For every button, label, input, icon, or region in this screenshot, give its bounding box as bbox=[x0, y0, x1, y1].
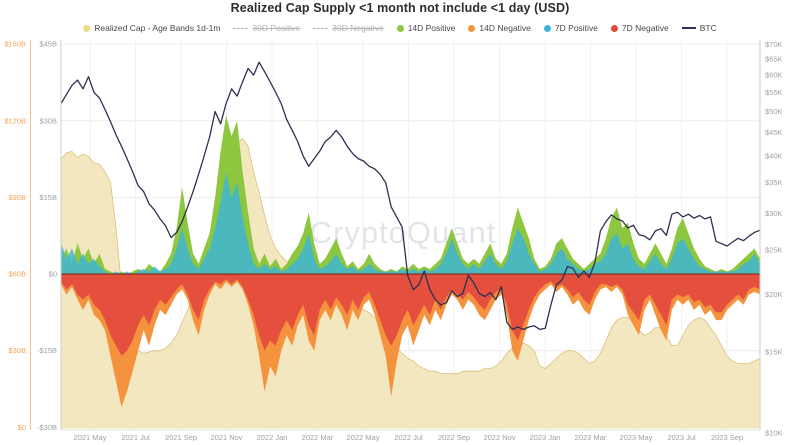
realized-cap-edge bbox=[60, 137, 761, 375]
x-axis-label: 2022 Sep bbox=[438, 433, 470, 442]
right-axis-label: $50K bbox=[765, 107, 783, 116]
x-axis-label: 2022 May bbox=[347, 433, 380, 442]
legend-label: 14D Negative bbox=[479, 23, 531, 33]
x-axis-label: 2021 Nov bbox=[210, 433, 242, 442]
right-axis-label: $45K bbox=[765, 128, 783, 137]
legend-item-14d-positive[interactable]: 14D Positive bbox=[396, 23, 456, 33]
x-axis-label: 2023 Sep bbox=[711, 433, 743, 442]
pos-14d-area bbox=[61, 115, 760, 275]
right-axis-label: $60K bbox=[765, 71, 783, 80]
left-outer-axis-label: $150B bbox=[4, 40, 26, 49]
x-axis-label: 2022 Jan bbox=[257, 433, 288, 442]
line-swatch-icon bbox=[681, 27, 696, 29]
left-inner-axis-label: $45B bbox=[39, 40, 57, 49]
legend-item-realized-cap-age-bands-1d-1m[interactable]: Realized Cap - Age Bands 1d-1m bbox=[83, 23, 220, 33]
left-inner-axis-label: $30B bbox=[39, 116, 57, 125]
dot-swatch-icon bbox=[543, 24, 551, 32]
neg-14d-area bbox=[61, 274, 760, 407]
left-outer-axis-label: $0 bbox=[18, 423, 26, 432]
x-axis-label: 2023 Jul bbox=[667, 433, 696, 442]
right-axis-label: $35K bbox=[765, 178, 783, 187]
right-axis-label: $65K bbox=[765, 55, 783, 64]
pos-7d-area bbox=[61, 171, 760, 275]
legend-item-7d-negative[interactable]: 7D Negative bbox=[610, 23, 669, 33]
dashed-line-icon bbox=[313, 27, 329, 29]
right-axis-label: $25K bbox=[765, 245, 783, 254]
x-axis-label: 2022 Jul bbox=[394, 433, 423, 442]
x-axis-label: 2022 Nov bbox=[483, 433, 515, 442]
neg-7d-area bbox=[61, 274, 760, 356]
chart-title: Realized Cap Supply <1 month not include… bbox=[230, 1, 570, 15]
left-outer-axis-label: $30B bbox=[8, 346, 26, 355]
x-axis-label: 2023 Mar bbox=[575, 433, 607, 442]
x-axis-label: 2023 Jan bbox=[530, 433, 561, 442]
legend-item-14d-negative[interactable]: 14D Negative bbox=[468, 23, 531, 33]
legend: Realized Cap - Age Bands 1d-1m 30D Positi… bbox=[0, 23, 800, 33]
x-axis-label: 2021 Jul bbox=[121, 433, 150, 442]
x-axis-label: 2021 May bbox=[74, 433, 107, 442]
dot-swatch-icon bbox=[396, 24, 404, 32]
btc-price-line bbox=[60, 61, 761, 331]
left-inner-axis-label: $0 bbox=[49, 270, 57, 279]
right-axis-label: $15K bbox=[765, 347, 783, 356]
x-axis-label: 2023 May bbox=[620, 433, 653, 442]
left-inner-axis-label: -$30B bbox=[37, 423, 57, 432]
right-axis-label: $20K bbox=[765, 290, 783, 299]
x-axis-label: 2021 Sep bbox=[165, 433, 197, 442]
left-outer-axis-label: $60B bbox=[8, 270, 26, 279]
left-inner-axis-label: -$15B bbox=[37, 346, 57, 355]
legend-label: BTC bbox=[699, 23, 717, 33]
legend-label: 7D Positive bbox=[554, 23, 598, 33]
legend-item-btc[interactable]: BTC bbox=[681, 23, 717, 33]
legend-label: 30D Negative bbox=[332, 23, 384, 33]
right-axis-label: $70K bbox=[765, 40, 783, 49]
legend-item-30d-negative[interactable]: 30D Negative bbox=[313, 23, 384, 33]
dashed-line-icon bbox=[233, 27, 249, 29]
legend-label: 7D Negative bbox=[621, 23, 669, 33]
legend-item-30d-positive[interactable]: 30D Positive bbox=[233, 23, 300, 33]
legend-label: 30D Positive bbox=[252, 23, 301, 33]
left-outer-axis-label: $120B bbox=[4, 116, 26, 125]
left-inner-axis-label: $15B bbox=[39, 193, 57, 202]
legend-label: Realized Cap - Age Bands 1d-1m bbox=[94, 23, 221, 33]
legend-label: 14D Positive bbox=[407, 23, 456, 33]
dot-swatch-icon bbox=[468, 24, 476, 32]
x-axis-label: 2022 Mar bbox=[302, 433, 334, 442]
right-axis-label: $55K bbox=[765, 88, 783, 97]
legend-item-7d-positive[interactable]: 7D Positive bbox=[543, 23, 598, 33]
right-axis-label: $40K bbox=[765, 152, 783, 161]
right-axis-label: $10K bbox=[765, 429, 783, 438]
dot-swatch-icon bbox=[83, 24, 91, 32]
left-outer-axis-label: $90B bbox=[8, 193, 26, 202]
right-axis-label: $30K bbox=[765, 209, 783, 218]
dot-swatch-icon bbox=[610, 24, 618, 32]
